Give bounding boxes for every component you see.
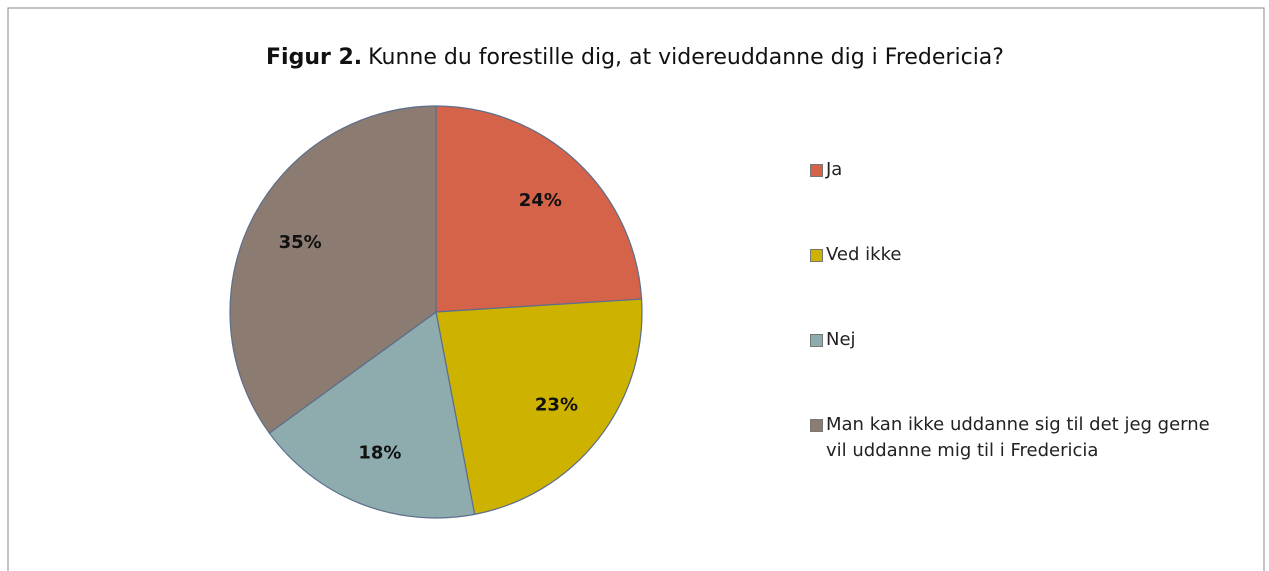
legend-item: Nej — [810, 327, 1230, 353]
legend-label: Nej — [826, 329, 856, 350]
pie-slice — [268, 310, 476, 519]
pie-slice — [229, 105, 437, 434]
pie-slice — [435, 298, 643, 516]
title-label: Figur 2. — [266, 45, 362, 70]
chart-title-group: Figur 2. Kunne du forestille dig, at vide… — [266, 45, 1004, 70]
chart-title: Kunne du forestille dig, at videreuddann… — [368, 45, 1004, 70]
legend-label: Man kan ikke uddanne sig til det jeg ger… — [826, 414, 1210, 461]
pie-slice — [435, 105, 643, 313]
legend-label: Ved ikke — [826, 244, 902, 265]
legend-swatch — [810, 334, 823, 347]
legend-item: Ja — [810, 157, 1230, 183]
chart-border — [7, 7, 1265, 571]
legend-item: Ved ikke — [810, 242, 1230, 268]
legend-swatch — [810, 164, 823, 177]
data-label: 24% — [519, 190, 562, 211]
data-label: 18% — [358, 443, 401, 464]
data-label: 35% — [279, 232, 322, 253]
legend-label: Ja — [826, 159, 843, 180]
data-label: 23% — [535, 394, 578, 415]
legend-item: Man kan ikke uddanne sig til det jeg ger… — [810, 412, 1230, 464]
legend-swatch — [810, 249, 823, 262]
legend-swatch — [810, 419, 823, 432]
